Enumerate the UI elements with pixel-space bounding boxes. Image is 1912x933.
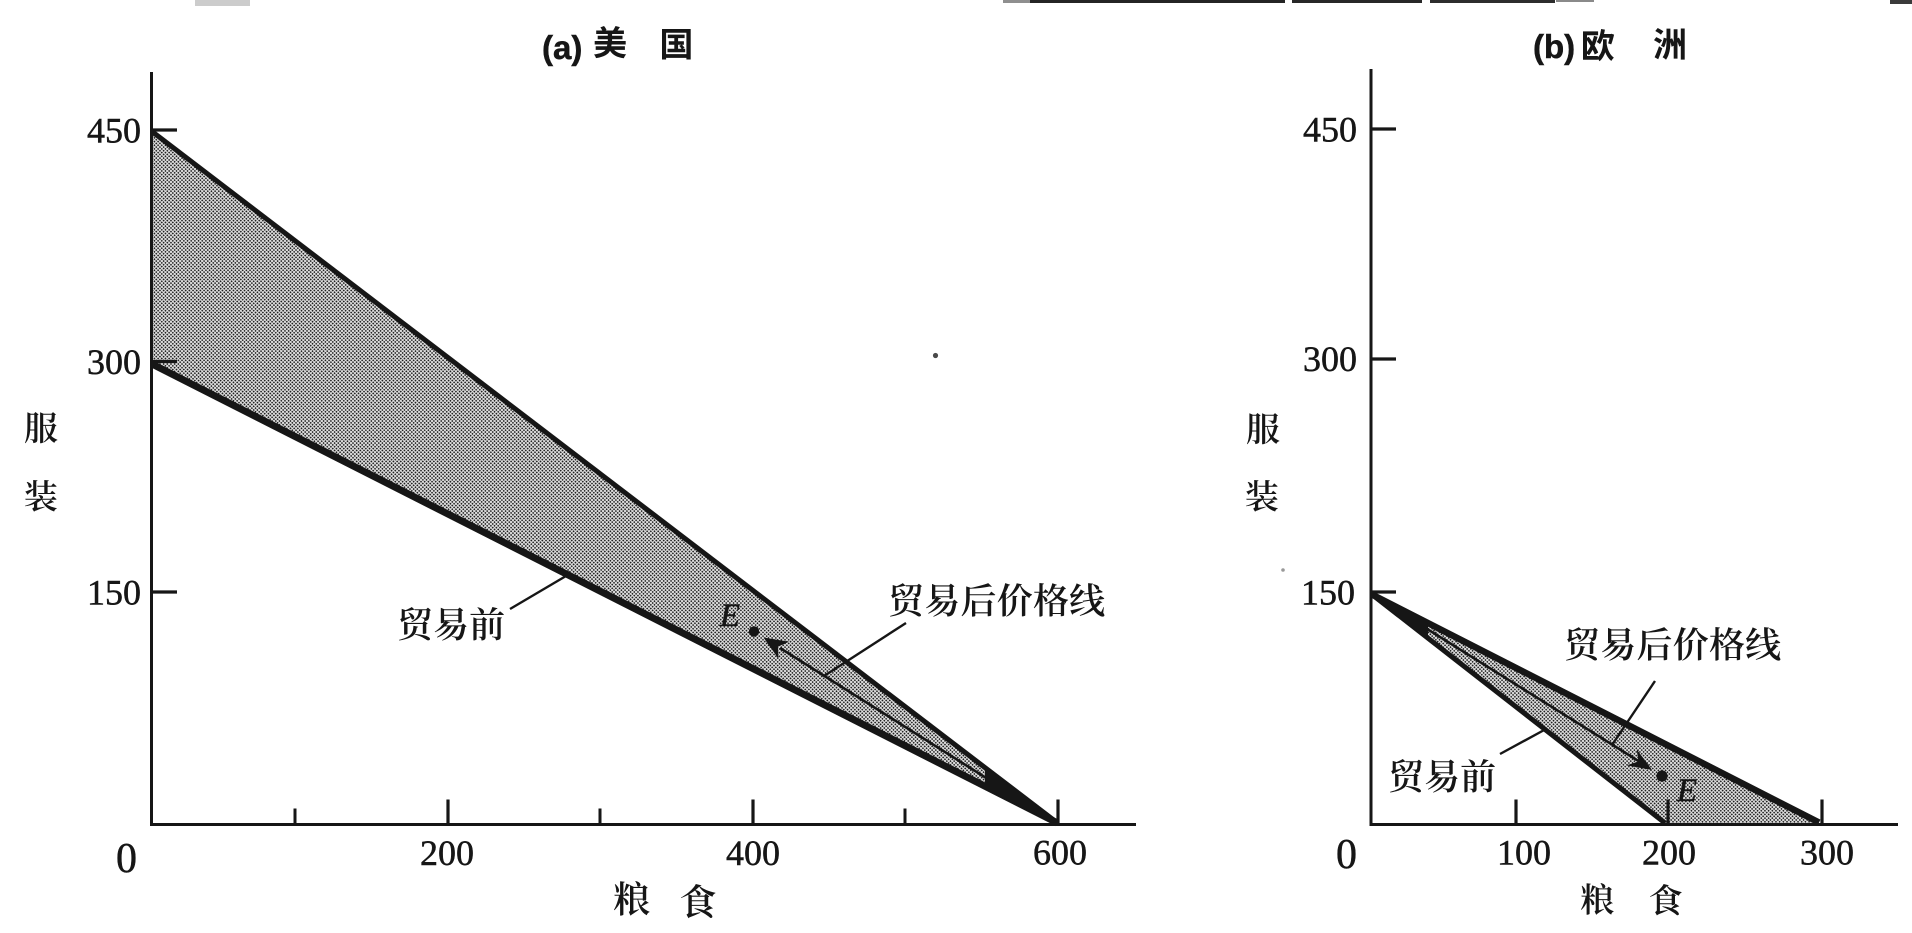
svg-text:200: 200 — [420, 833, 474, 873]
svg-text:300: 300 — [1303, 339, 1357, 379]
svg-text:400: 400 — [726, 833, 780, 873]
svg-text:0: 0 — [116, 836, 137, 882]
svg-text:300: 300 — [87, 342, 141, 382]
svg-text:450: 450 — [1303, 110, 1357, 150]
svg-text:E: E — [1676, 773, 1697, 809]
svg-text:200: 200 — [1642, 833, 1696, 873]
svg-text:150: 150 — [1301, 573, 1355, 613]
svg-text:E: E — [719, 598, 740, 634]
svg-text:450: 450 — [87, 111, 141, 151]
svg-text:(b): (b) — [1533, 28, 1575, 65]
svg-text:300: 300 — [1800, 833, 1854, 873]
svg-text:600: 600 — [1033, 833, 1087, 873]
svg-text:150: 150 — [87, 573, 141, 613]
svg-text:100: 100 — [1497, 833, 1551, 873]
svg-text:0: 0 — [1336, 832, 1357, 878]
svg-text:(a): (a) — [542, 29, 582, 66]
